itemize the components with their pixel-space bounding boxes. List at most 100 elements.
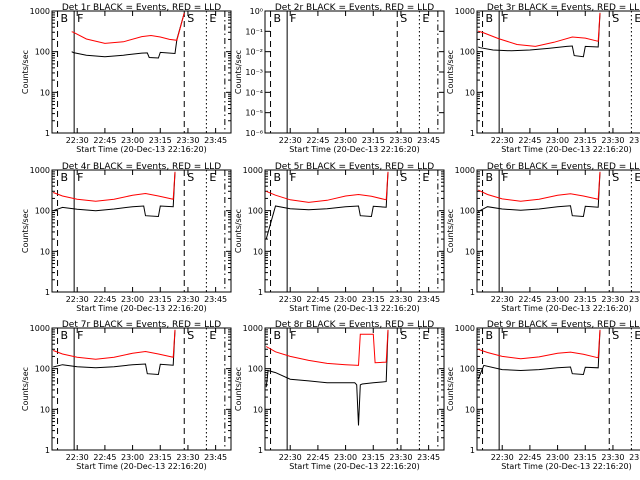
x-tick-label: 23:45 [629, 136, 640, 145]
y-tick-label: 100 [460, 48, 475, 57]
marker-label-s: S [612, 329, 619, 342]
marker-label-s: S [612, 12, 619, 25]
y-tick-label: 1000 [455, 324, 475, 333]
marker-label-f: F [290, 329, 296, 342]
series-events-line [477, 171, 601, 218]
y-tick-label: 10⁻³ [245, 68, 263, 77]
y-tick-label: 100 [35, 207, 50, 216]
marker-label-f: F [77, 171, 83, 184]
marker-label-e: E [209, 329, 216, 342]
y-axis-label: Counts/sec [234, 367, 243, 411]
x-tick-label: 23:15 [149, 453, 172, 462]
y-tick-label: 1 [45, 288, 50, 297]
y-tick-label: 10 [465, 405, 475, 414]
marker-label-f: F [77, 329, 83, 342]
x-axis-label: Start Time (20-Dec-13 22:16:20) [76, 304, 207, 313]
x-tick-label: 23:30 [389, 453, 412, 462]
y-tick-label: 1 [258, 288, 263, 297]
x-tick-label: 22:30 [491, 295, 514, 304]
x-tick-label: 22:30 [66, 295, 89, 304]
y-tick-label: 10 [253, 247, 263, 256]
plot-panel-6: Det 6r BLACK = Events, RED = LLD 1 10 100 10… [446, 162, 640, 313]
series-events-line [265, 171, 389, 240]
plot-panel-4: Det 4r BLACK = Events, RED = LLD 1 10 100 10… [21, 162, 232, 313]
y-tick-label: 100 [35, 365, 50, 374]
x-tick-label: 23:45 [204, 136, 227, 145]
series-lld-line [478, 12, 601, 47]
marker-label-s: S [187, 12, 194, 25]
x-tick-label: 22:30 [491, 136, 514, 145]
x-axis-label: Start Time (20-Dec-13 22:16:20) [501, 462, 632, 471]
series-lld-line [265, 329, 389, 366]
series-events-line [71, 12, 185, 59]
x-tick-label: 23:45 [417, 295, 440, 304]
y-tick-label: 1 [470, 446, 475, 455]
series-events-line [477, 329, 601, 380]
plot-panel-1: Det 1r BLACK = Events, RED = LLD 1 10 100 10… [21, 3, 232, 154]
y-tick-label: 1000 [30, 324, 50, 333]
y-axis-label: Counts/sec [446, 50, 455, 94]
marker-label-f: F [502, 171, 508, 184]
marker-label-e: E [209, 171, 216, 184]
plot-title: Det 6r BLACK = Events, RED = LLD [487, 162, 640, 172]
x-tick-label: 23:15 [149, 136, 172, 145]
y-axis-label: Counts/sec [446, 367, 455, 411]
y-tick-label: 10 [465, 247, 475, 256]
x-tick-label: 23:15 [362, 295, 385, 304]
x-tick-label: 23:30 [601, 453, 624, 462]
plot-frame [264, 10, 445, 134]
plot-frame [51, 169, 232, 293]
marker-label-e: E [634, 171, 640, 184]
marker-label-b: B [486, 171, 494, 184]
y-axis-label: Counts/sec [21, 367, 30, 411]
x-tick-label: 23:00 [546, 453, 569, 462]
x-tick-label: 23:00 [546, 136, 569, 145]
plot-frame [476, 10, 640, 134]
x-tick-label: 23:15 [574, 295, 597, 304]
x-tick-label: 23:15 [574, 453, 597, 462]
x-tick-label: 23:15 [149, 295, 172, 304]
y-tick-label: 1000 [243, 166, 263, 175]
y-tick-label: 10⁻¹ [245, 27, 263, 36]
y-tick-label: 10 [465, 88, 475, 97]
y-axis-label: Counts/sec [446, 209, 455, 253]
marker-label-b: B [274, 329, 282, 342]
series-events-line [53, 329, 176, 376]
y-tick-label: 10⁻⁴ [245, 88, 263, 97]
x-tick-label: 23:45 [417, 453, 440, 462]
x-tick-label: 23:00 [334, 295, 357, 304]
plot-title: Det 3r BLACK = Events, RED = LLD [487, 3, 640, 13]
y-tick-label: 10⁻² [245, 48, 263, 57]
plot-panel-9: Det 9r BLACK = Events, RED = LLD 1 10 100 10… [446, 320, 640, 471]
x-tick-label: 22:45 [306, 453, 329, 462]
x-tick-label: 22:30 [66, 136, 89, 145]
y-tick-label: 1000 [243, 324, 263, 333]
plot-frame [476, 169, 640, 293]
marker-label-f: F [290, 171, 296, 184]
plot-frame [264, 169, 445, 293]
y-tick-label: 100 [35, 48, 50, 57]
plot-panel-2: Det 2r BLACK = Events, RED = LLD 10⁻⁶ 10⁻⁵… [234, 3, 445, 154]
series-lld-line [478, 329, 601, 360]
marker-label-f: F [290, 12, 296, 25]
y-tick-label: 10⁰ [250, 7, 263, 16]
marker-label-b: B [274, 171, 282, 184]
x-tick-label: 23:30 [176, 136, 199, 145]
y-axis-label: Counts/sec [21, 50, 30, 94]
series-events-line [265, 329, 389, 426]
y-tick-label: 1 [470, 129, 475, 138]
x-axis-label: Start Time (20-Dec-13 22:16:20) [76, 462, 207, 471]
plot-title: Det 8r BLACK = Events, RED = LLD [275, 320, 434, 330]
y-tick-label: 10 [253, 405, 263, 414]
marker-label-e: E [422, 12, 429, 25]
y-tick-label: 100 [248, 207, 263, 216]
plot-title: Det 5r BLACK = Events, RED = LLD [275, 162, 434, 172]
marker-label-e: E [634, 12, 640, 25]
x-tick-label: 22:30 [66, 453, 89, 462]
x-tick-label: 23:30 [389, 295, 412, 304]
series-lld-line [53, 329, 176, 360]
plot-frame [264, 327, 445, 451]
marker-label-s: S [400, 171, 407, 184]
x-tick-label: 22:45 [518, 453, 541, 462]
